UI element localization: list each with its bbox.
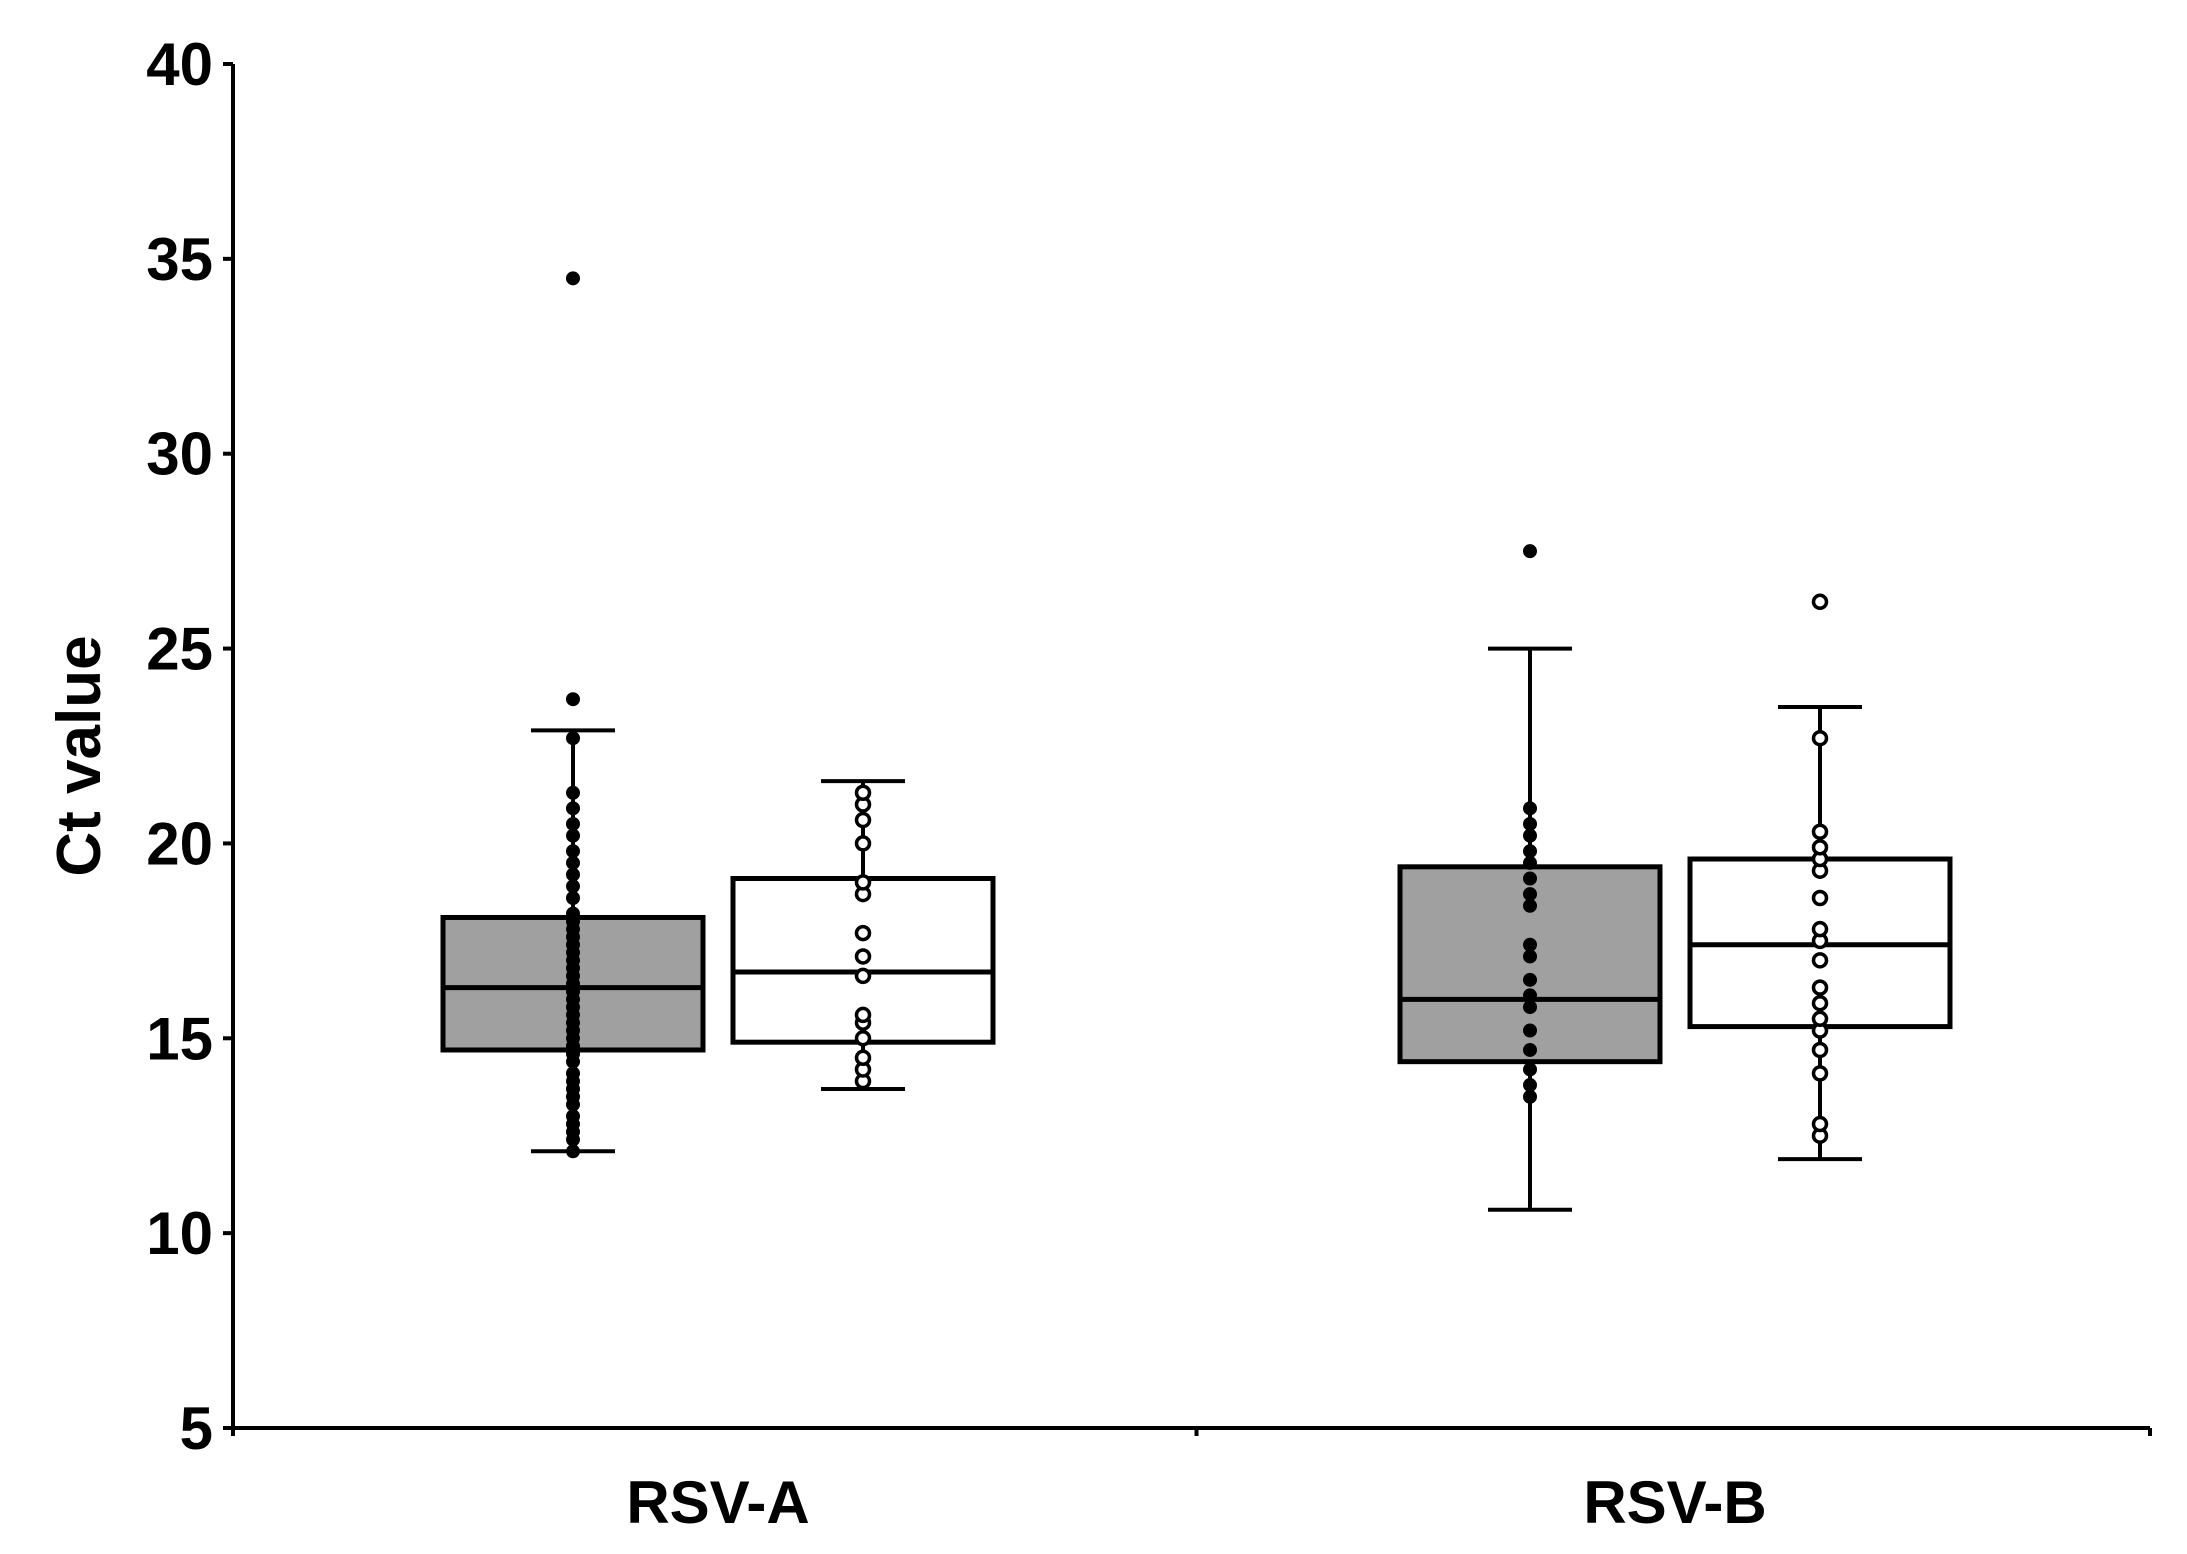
data-point [1523,855,1537,870]
data-point [1811,920,1829,938]
data-point [1811,1041,1829,1059]
data-point [1523,1000,1537,1015]
data-point [566,855,580,870]
data-points [566,271,1829,1159]
data-point [1811,729,1829,747]
y-tick-label: 20 [146,810,213,877]
data-point [1523,801,1537,816]
data-point [566,844,580,859]
data-point [1523,887,1537,902]
data-point [1523,1023,1537,1038]
data-point [1523,972,1537,987]
data-point [1523,1089,1537,1104]
data-point [1523,1062,1537,1077]
y-tick-label: 40 [146,31,213,98]
data-point [1811,1065,1829,1082]
data-point [1523,949,1537,964]
outlier-point [1811,593,1829,611]
y-tick-label: 10 [146,1200,213,1267]
data-point [854,835,872,852]
y-axis-title: Ct value [45,635,114,876]
data-point [1523,898,1537,913]
y-tick-label: 25 [146,616,213,683]
x-tick-label: RSV-A [626,1469,809,1536]
data-point [854,1049,872,1067]
data-point [1523,844,1537,859]
data-point [1811,1010,1829,1028]
data-point [1523,937,1537,952]
data-point [566,906,580,921]
outlier-point [566,692,580,707]
data-point [854,874,872,891]
y-tick-label: 15 [146,1005,213,1072]
data-point [1811,823,1829,840]
data-point [566,785,580,800]
data-point [854,1006,872,1024]
data-point [1811,952,1829,969]
data-point [566,1066,580,1081]
y-tick-label: 5 [180,1395,213,1462]
y-tick-label: 30 [146,421,213,488]
data-point [566,1144,580,1159]
y-tick-label: 35 [146,226,213,293]
data-point [854,1030,872,1047]
data-point [854,784,872,802]
data-point [1811,839,1829,856]
data-point [1811,979,1829,996]
data-point [566,867,580,882]
data-point [566,1109,580,1124]
data-point [1523,828,1537,843]
boxes [440,646,1953,1212]
data-point [1523,988,1537,1003]
data-point [566,801,580,816]
outlier-point [566,271,580,286]
data-point [1811,889,1829,907]
labels: 5 10 15 20 25 30 35 40 Ct value RSV-A RSV-B [45,31,1767,1536]
data-point [1523,1042,1537,1057]
data-point [566,816,580,831]
data-point [566,890,580,905]
data-point [854,924,872,942]
data-point [854,967,872,985]
data-point [1523,816,1537,831]
x-tick-label: RSV-B [1583,1469,1766,1536]
data-point [1811,994,1829,1012]
outlier-point [1523,544,1537,559]
data-point [566,879,580,894]
data-point [854,811,872,829]
data-point [566,731,580,746]
data-point [1523,1078,1537,1093]
data-point [1811,1115,1829,1133]
data-point [1523,871,1537,886]
axes [223,62,2152,1436]
data-point [854,948,872,965]
data-point [566,828,580,843]
